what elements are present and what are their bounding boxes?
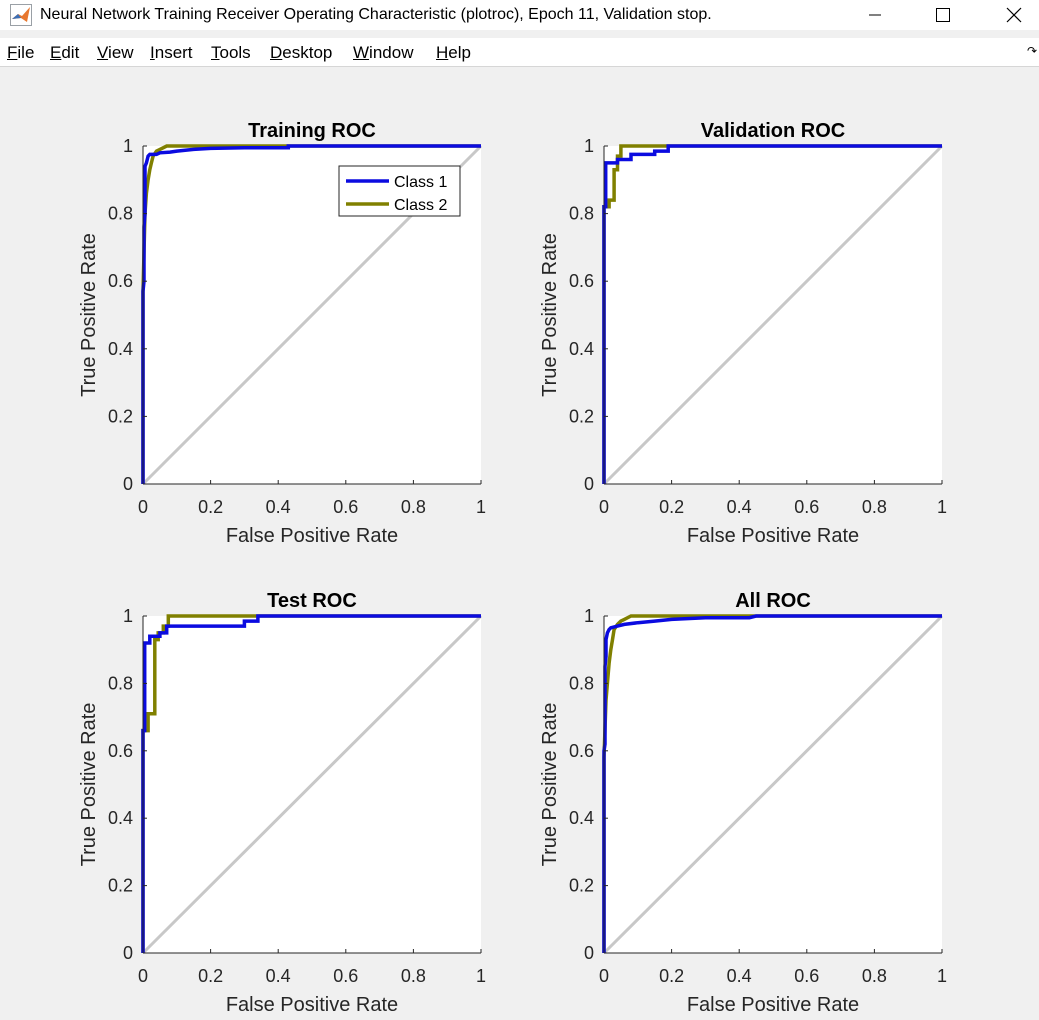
series-class-1-line [141,144,481,484]
x-tick-label: 0.2 [659,497,684,517]
roc-plots: 0 0.2 0.4 0.6 0.8 1 0 0.2 0.4 0.6 0.8 1 Training ROC… [78,120,947,1016]
maximize-button[interactable] [920,0,966,30]
y-tick-label: 0.4 [569,808,594,828]
menu-window[interactable]: Window [353,43,414,62]
diagonal-reference-line [602,144,944,486]
menu-tools[interactable]: Tools [211,43,251,62]
title-bar: Neural Network Training Receiver Operati… [0,0,1039,30]
y-tick-label: 0.4 [569,339,594,359]
x-axis-label: False Positive Rate [687,994,859,1015]
y-tick-label: 0.2 [569,406,594,426]
chart-title: Training ROC [248,120,376,142]
x-tick-label: 0 [599,966,609,986]
y-tick-label: 1 [584,136,594,156]
x-tick-label: 0.4 [727,497,752,517]
x-tick-label: 0.2 [198,497,223,517]
diagonal-reference-line [141,614,483,955]
y-tick-label: 0.8 [108,673,133,693]
x-tick-label: 0 [599,497,609,517]
close-button[interactable] [991,0,1037,30]
y-tick-label: 0.2 [108,406,133,426]
x-tick-label: 1 [937,966,947,986]
y-axis-label: True Positive Rate [539,233,561,397]
roc-plot-3: 0 0.2 0.4 0.6 0.8 1 0 0.2 0.4 0.6 0.8 1 Test ROC Fals… [78,590,486,1016]
x-tick-label: 0.4 [266,497,291,517]
y-tick-label: 0 [123,943,133,963]
close-icon [1006,7,1022,23]
y-tick-label: 0.6 [108,271,133,291]
x-tick-label: 1 [937,497,947,517]
y-axis-label: True Positive Rate [539,703,561,867]
legend-box [338,165,461,217]
minimize-button[interactable] [852,0,898,30]
y-tick-label: 1 [584,606,594,626]
legend[interactable]: Class 1 Class 2 [338,165,461,217]
x-axis-label: False Positive Rate [226,994,398,1015]
y-tick-label: 0 [123,474,133,494]
x-tick-label: 0.8 [401,966,426,986]
x-tick-label: 0.8 [862,497,887,517]
x-tick-label: 1 [476,966,486,986]
maximize-icon [936,8,950,22]
x-axis-label: False Positive Rate [687,525,859,547]
x-tick-label: 0 [138,966,148,986]
y-tick-label: 0.2 [569,876,594,896]
legend-label-class-1: Class 1 [394,174,447,191]
roc-plot-4: 0 0.2 0.4 0.6 0.8 1 0 0.2 0.4 0.6 0.8 1 All ROC False… [539,590,947,1016]
menu-view[interactable]: View [97,43,134,62]
y-tick-label: 0.6 [108,741,133,761]
menu-file[interactable]: File [7,43,35,62]
y-tick-label: 0 [584,474,594,494]
y-tick-label: 0.4 [108,339,133,359]
y-axis-label: True Positive Rate [78,703,100,867]
roc-plot-1: 0 0.2 0.4 0.6 0.8 1 0 0.2 0.4 0.6 0.8 1 Training ROC… [78,120,486,547]
menu-insert[interactable]: Insert [150,43,193,62]
x-tick-label: 0.6 [333,966,358,986]
matlab-icon [10,4,32,26]
x-tick-label: 0.4 [266,966,291,986]
x-tick-label: 0 [138,497,148,517]
window-title: Neural Network Training Receiver Operati… [40,6,712,23]
chart-title: All ROC [735,590,811,612]
x-tick-label: 0.4 [727,966,752,986]
series-class-1-line [602,614,942,953]
menu-bar: File Edit View Insert Tools Desktop Wind… [0,38,1039,67]
x-tick-label: 0.8 [401,497,426,517]
y-tick-label: 0.8 [108,204,133,224]
y-tick-label: 0.6 [569,741,594,761]
y-tick-label: 1 [123,606,133,626]
minimize-icon [869,14,881,16]
y-tick-label: 0.4 [108,808,133,828]
x-tick-label: 0.2 [198,966,223,986]
legend-label-class-2: Class 2 [394,197,447,214]
chart-title: Test ROC [267,590,357,612]
chart-title: Validation ROC [701,120,845,142]
menu-desktop[interactable]: Desktop [270,43,333,62]
y-tick-label: 0 [584,943,594,963]
x-tick-label: 1 [476,497,486,517]
y-tick-label: 1 [123,136,133,156]
y-axis-label: True Positive Rate [78,233,100,397]
roc-plot-2: 0 0.2 0.4 0.6 0.8 1 0 0.2 0.4 0.6 0.8 1 Validation R… [539,120,947,547]
menu-help[interactable]: Help [436,43,471,62]
y-tick-label: 0.8 [569,204,594,224]
figure-area: 0 0.2 0.4 0.6 0.8 1 0 0.2 0.4 0.6 0.8 1 Training ROC… [0,67,1039,1016]
x-tick-label: 0.6 [794,497,819,517]
x-tick-label: 0.6 [794,966,819,986]
y-tick-label: 0.2 [108,876,133,896]
x-axis-label: False Positive Rate [226,525,398,547]
series-class-1-line [141,614,481,953]
series-class-1-line [602,144,942,484]
diagonal-reference-line [602,614,944,955]
x-tick-label: 0.8 [862,966,887,986]
x-tick-label: 0.2 [659,966,684,986]
y-tick-label: 0.6 [569,271,594,291]
y-tick-label: 0.8 [569,673,594,693]
menu-edit[interactable]: Edit [50,43,80,62]
dock-arrow-icon[interactable]: ↷ [1026,44,1037,58]
x-tick-label: 0.6 [333,497,358,517]
